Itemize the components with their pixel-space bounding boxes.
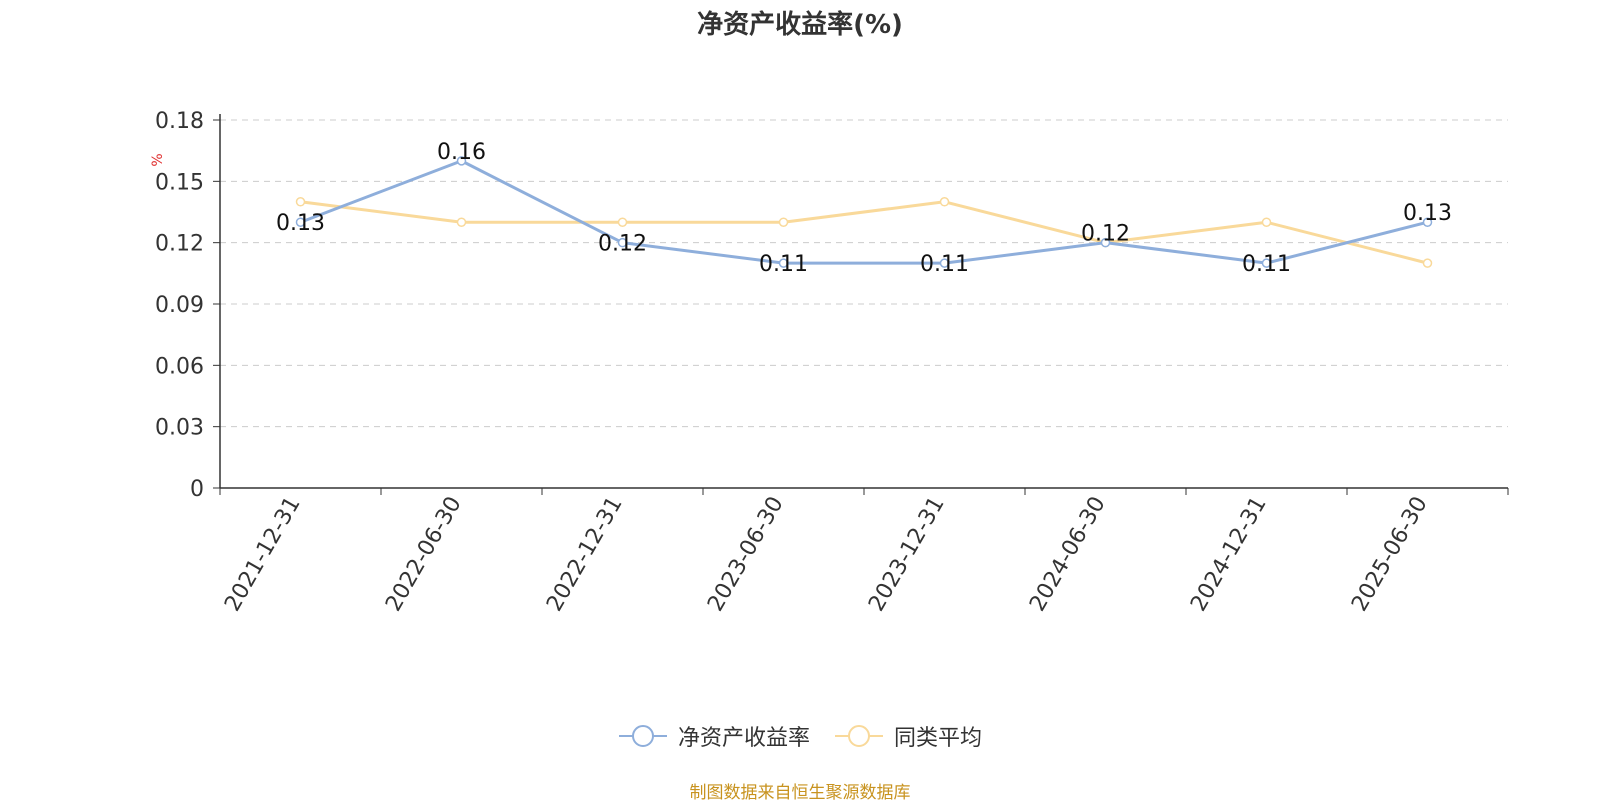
y-tick-label: 0.15: [155, 170, 204, 195]
data-label: 0.11: [1242, 252, 1291, 277]
x-tick-label: 2022-12-31: [542, 493, 628, 616]
legend-item-series-1[interactable]: 同类平均: [834, 720, 982, 752]
x-tick-label: 2023-12-31: [864, 493, 950, 616]
series-line-0: [299, 159, 1428, 265]
y-tick-label: 0.09: [155, 293, 204, 318]
x-tick-label: 2022-06-30: [381, 493, 467, 616]
y-axis-label: %: [150, 153, 166, 166]
y-tick-label: 0.12: [155, 232, 204, 257]
chart-title: 净资产收益率(%): [697, 10, 903, 40]
legend-label-series-0: 净资产收益率: [677, 726, 810, 751]
data-label: 0.11: [920, 252, 969, 277]
legend: 净资产收益率 同类平均: [0, 720, 1600, 752]
data-point-series-0: [456, 156, 467, 166]
series-line-1: [300, 200, 1428, 265]
x-tick-label: 2023-06-30: [703, 493, 789, 616]
y-tick-label: 0.06: [155, 354, 204, 379]
x-tick-label: 2024-06-30: [1025, 493, 1111, 616]
data-point-series-0: [295, 217, 306, 227]
data-point-series-1: [295, 197, 306, 207]
data-point-series-1: [939, 197, 950, 207]
data-point-series-0: [1261, 258, 1272, 268]
data-point-series-0: [1100, 237, 1111, 248]
y-tick-label: 0: [190, 477, 204, 502]
x-tick-label: 2025-06-30: [1347, 493, 1433, 616]
data-point-series-1: [778, 217, 789, 227]
x-tick-label: 2024-12-31: [1186, 493, 1272, 616]
data-point-series-1: [1261, 217, 1272, 227]
data-point-series-1: [617, 217, 628, 227]
legend-marker-series-1: [835, 725, 883, 747]
data-label: 0.12: [598, 232, 647, 257]
x-tick-label: 2021-12-31: [220, 493, 306, 616]
source-note: 制图数据来自恒生聚源数据库: [689, 783, 911, 803]
data-label: 0.13: [1403, 201, 1452, 226]
data-point-series-0: [939, 258, 950, 268]
y-tick-label: 0.18: [155, 109, 204, 134]
data-point-series-0: [1422, 217, 1433, 227]
data-point-series-0: [778, 258, 789, 268]
data-label: 0.13: [276, 211, 325, 236]
data-label: 0.16: [437, 140, 486, 165]
data-label: 0.12: [1081, 222, 1130, 247]
data-point-series-1: [1422, 258, 1433, 268]
legend-marker-series-0: [618, 725, 667, 747]
data-label: 0.11: [759, 252, 808, 277]
legend-label-series-1: 同类平均: [894, 726, 983, 751]
legend-item-series-0[interactable]: 净资产收益率: [618, 720, 810, 752]
data-point-series-1: [456, 217, 467, 227]
data-point-series-0: [617, 237, 628, 248]
y-tick-label: 0.03: [155, 416, 204, 441]
